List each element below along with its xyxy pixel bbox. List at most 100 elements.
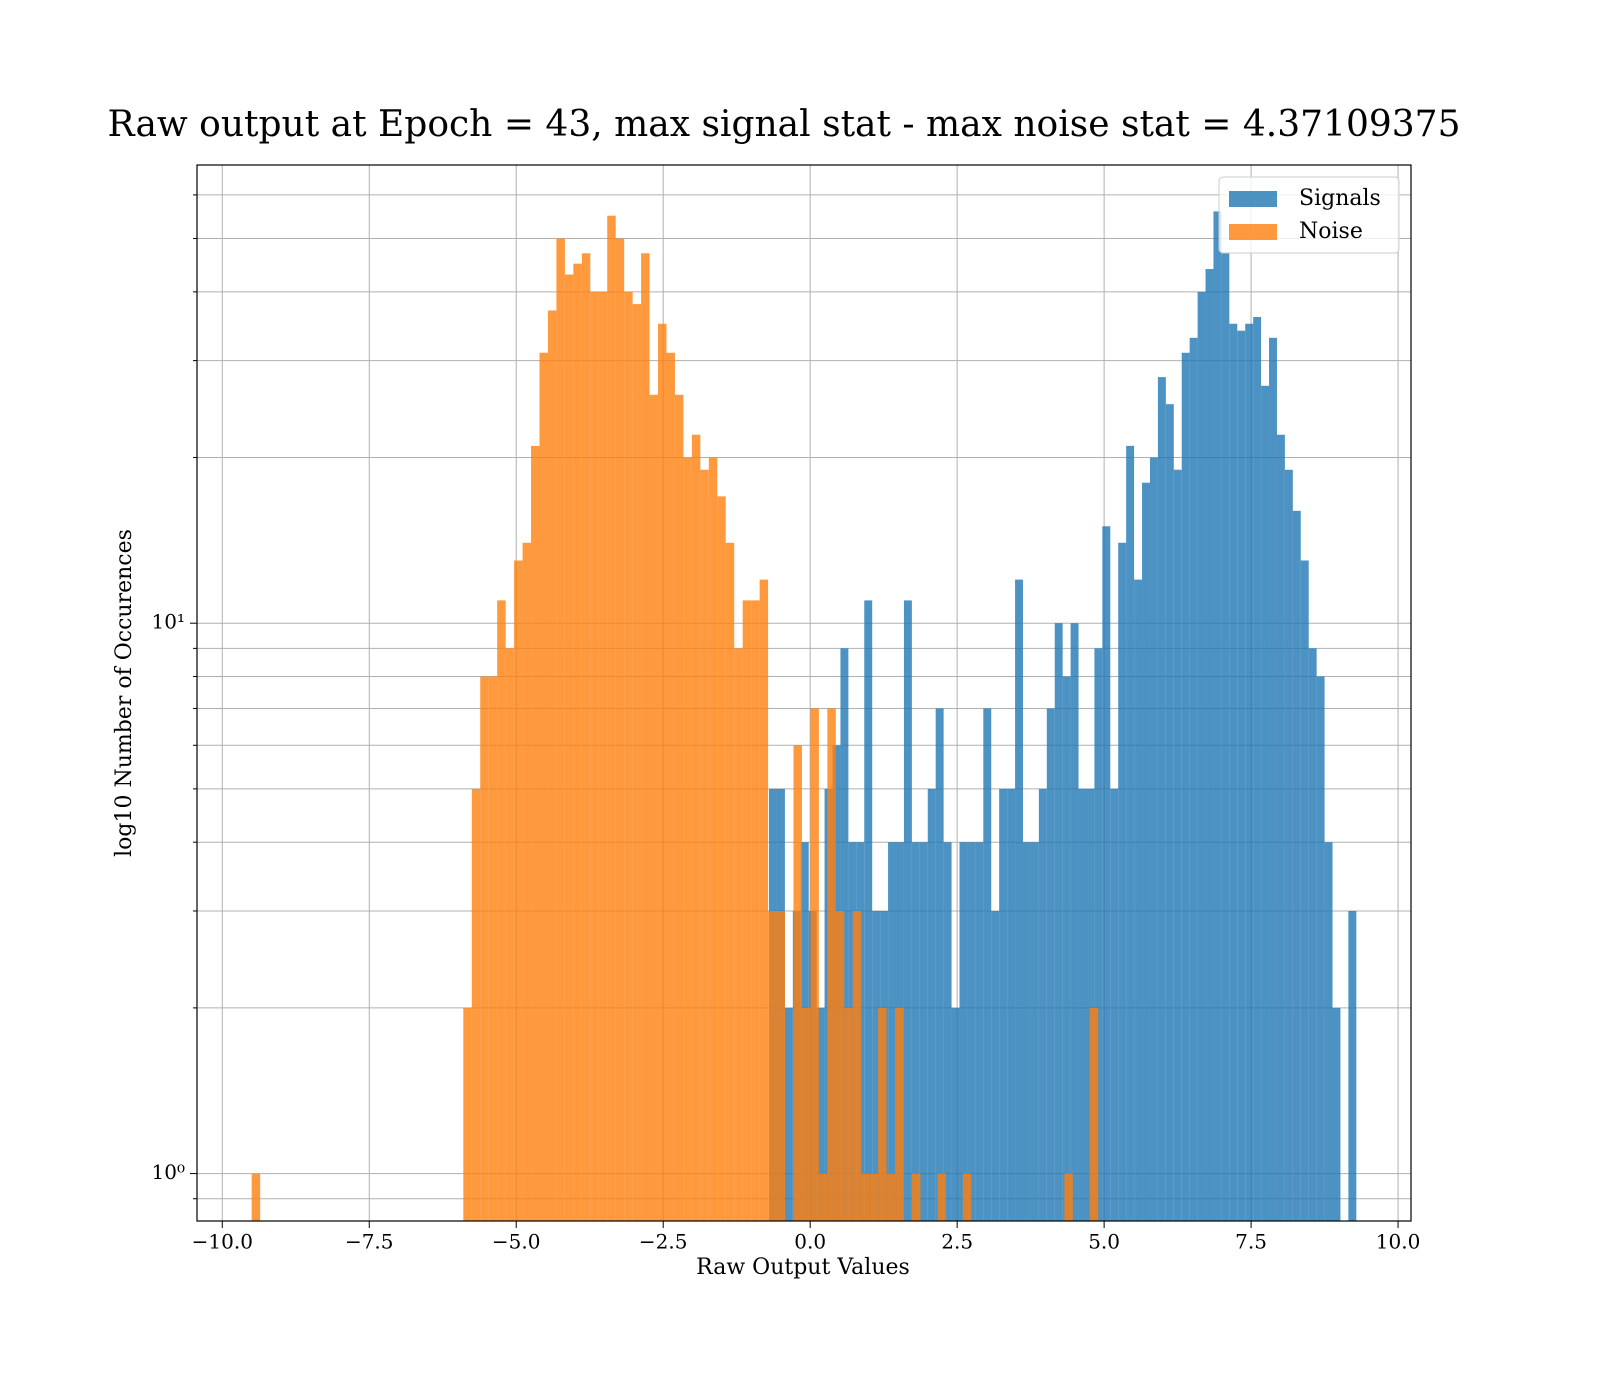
bar — [1054, 623, 1063, 1221]
bar — [1030, 842, 1039, 1221]
bar — [1308, 648, 1317, 1221]
bar — [959, 842, 968, 1221]
y-tick-label: 10¹ — [152, 610, 185, 634]
bar — [1070, 623, 1079, 1221]
bar — [590, 291, 599, 1221]
bar — [539, 352, 548, 1222]
bar — [1173, 469, 1182, 1221]
bar — [1300, 560, 1309, 1221]
legend-label: Signals — [1299, 186, 1381, 211]
bar — [1181, 352, 1190, 1222]
bar — [768, 910, 777, 1221]
bar — [844, 1007, 853, 1221]
y-axis-label: log10 Number of Occurences — [112, 529, 137, 857]
bar — [1149, 457, 1158, 1221]
bar — [666, 352, 675, 1222]
bar — [1213, 211, 1222, 1222]
x-tick-label: 0.0 — [794, 1230, 826, 1254]
bar — [1284, 469, 1293, 1221]
bar — [564, 274, 574, 1221]
bar — [937, 1173, 946, 1221]
bar — [872, 910, 881, 1221]
bar — [649, 394, 659, 1221]
bar — [497, 600, 506, 1221]
bar — [725, 542, 735, 1221]
bar — [683, 457, 692, 1221]
x-tick-label: 10.0 — [1376, 1230, 1421, 1254]
bar — [598, 291, 608, 1221]
bar — [1205, 269, 1214, 1221]
bar — [1046, 708, 1055, 1221]
bar — [1316, 676, 1325, 1221]
chart-title: Raw output at Epoch = 43, max signal sta… — [108, 104, 1461, 145]
bar — [1221, 253, 1230, 1222]
bar — [615, 238, 625, 1222]
bar — [734, 648, 743, 1221]
bar — [581, 253, 591, 1222]
bar — [514, 560, 523, 1221]
bar — [1253, 317, 1262, 1221]
bar — [717, 496, 726, 1221]
bar — [983, 708, 992, 1221]
bar — [835, 910, 845, 1221]
bar — [1064, 1173, 1073, 1221]
bar — [1197, 291, 1206, 1221]
bar — [864, 600, 873, 1221]
x-tick-label: −7.5 — [345, 1230, 394, 1254]
bar — [951, 1007, 960, 1221]
bar — [1292, 510, 1301, 1221]
legend-swatch — [1229, 191, 1277, 207]
bar — [911, 1173, 921, 1221]
bar — [991, 910, 1000, 1221]
bar — [935, 708, 944, 1221]
bar — [1245, 323, 1254, 1221]
bar — [888, 842, 897, 1221]
bar — [1015, 579, 1023, 1221]
x-tick-label: −2.5 — [639, 1230, 688, 1254]
bar — [1324, 842, 1333, 1221]
x-tick-label: 2.5 — [941, 1230, 973, 1254]
bar — [624, 291, 633, 1221]
bar — [1142, 482, 1150, 1222]
bar — [488, 676, 498, 1221]
bar — [776, 910, 786, 1221]
axes: −10.0 −7.5 −5.0 −2.5 0.0 2.5 5.0 7.5 10.0 10⁰ 10¹ — [152, 164, 1421, 1254]
bar — [886, 1173, 896, 1221]
bar — [1157, 377, 1166, 1221]
bar — [840, 648, 849, 1221]
bar — [641, 253, 650, 1222]
bar — [975, 842, 984, 1221]
bar — [1094, 648, 1103, 1221]
bar — [1165, 404, 1174, 1222]
bar — [531, 445, 540, 1221]
bar — [1078, 788, 1087, 1221]
bar — [1089, 1007, 1099, 1221]
bar — [573, 263, 582, 1222]
bar — [1189, 337, 1198, 1221]
x-tick-label: −10.0 — [192, 1230, 253, 1254]
bar — [691, 434, 701, 1222]
bar — [742, 600, 752, 1221]
bar — [967, 842, 976, 1221]
bar — [827, 708, 836, 1221]
bar — [700, 469, 709, 1221]
bar — [962, 1173, 972, 1221]
bar — [556, 238, 565, 1222]
bar — [1110, 788, 1119, 1221]
bar — [927, 788, 936, 1221]
bar — [1062, 676, 1071, 1221]
bar — [1102, 526, 1111, 1221]
bar — [784, 1007, 793, 1221]
bar — [1332, 1007, 1341, 1221]
bar — [1237, 330, 1246, 1222]
bar — [1348, 910, 1357, 1221]
bar — [810, 708, 819, 1221]
plot-frame — [196, 164, 1412, 1222]
bar — [869, 1173, 879, 1221]
bar — [903, 600, 912, 1221]
bar — [658, 323, 667, 1221]
bar — [999, 788, 1008, 1221]
bar — [1276, 434, 1285, 1222]
bar — [607, 215, 616, 1221]
